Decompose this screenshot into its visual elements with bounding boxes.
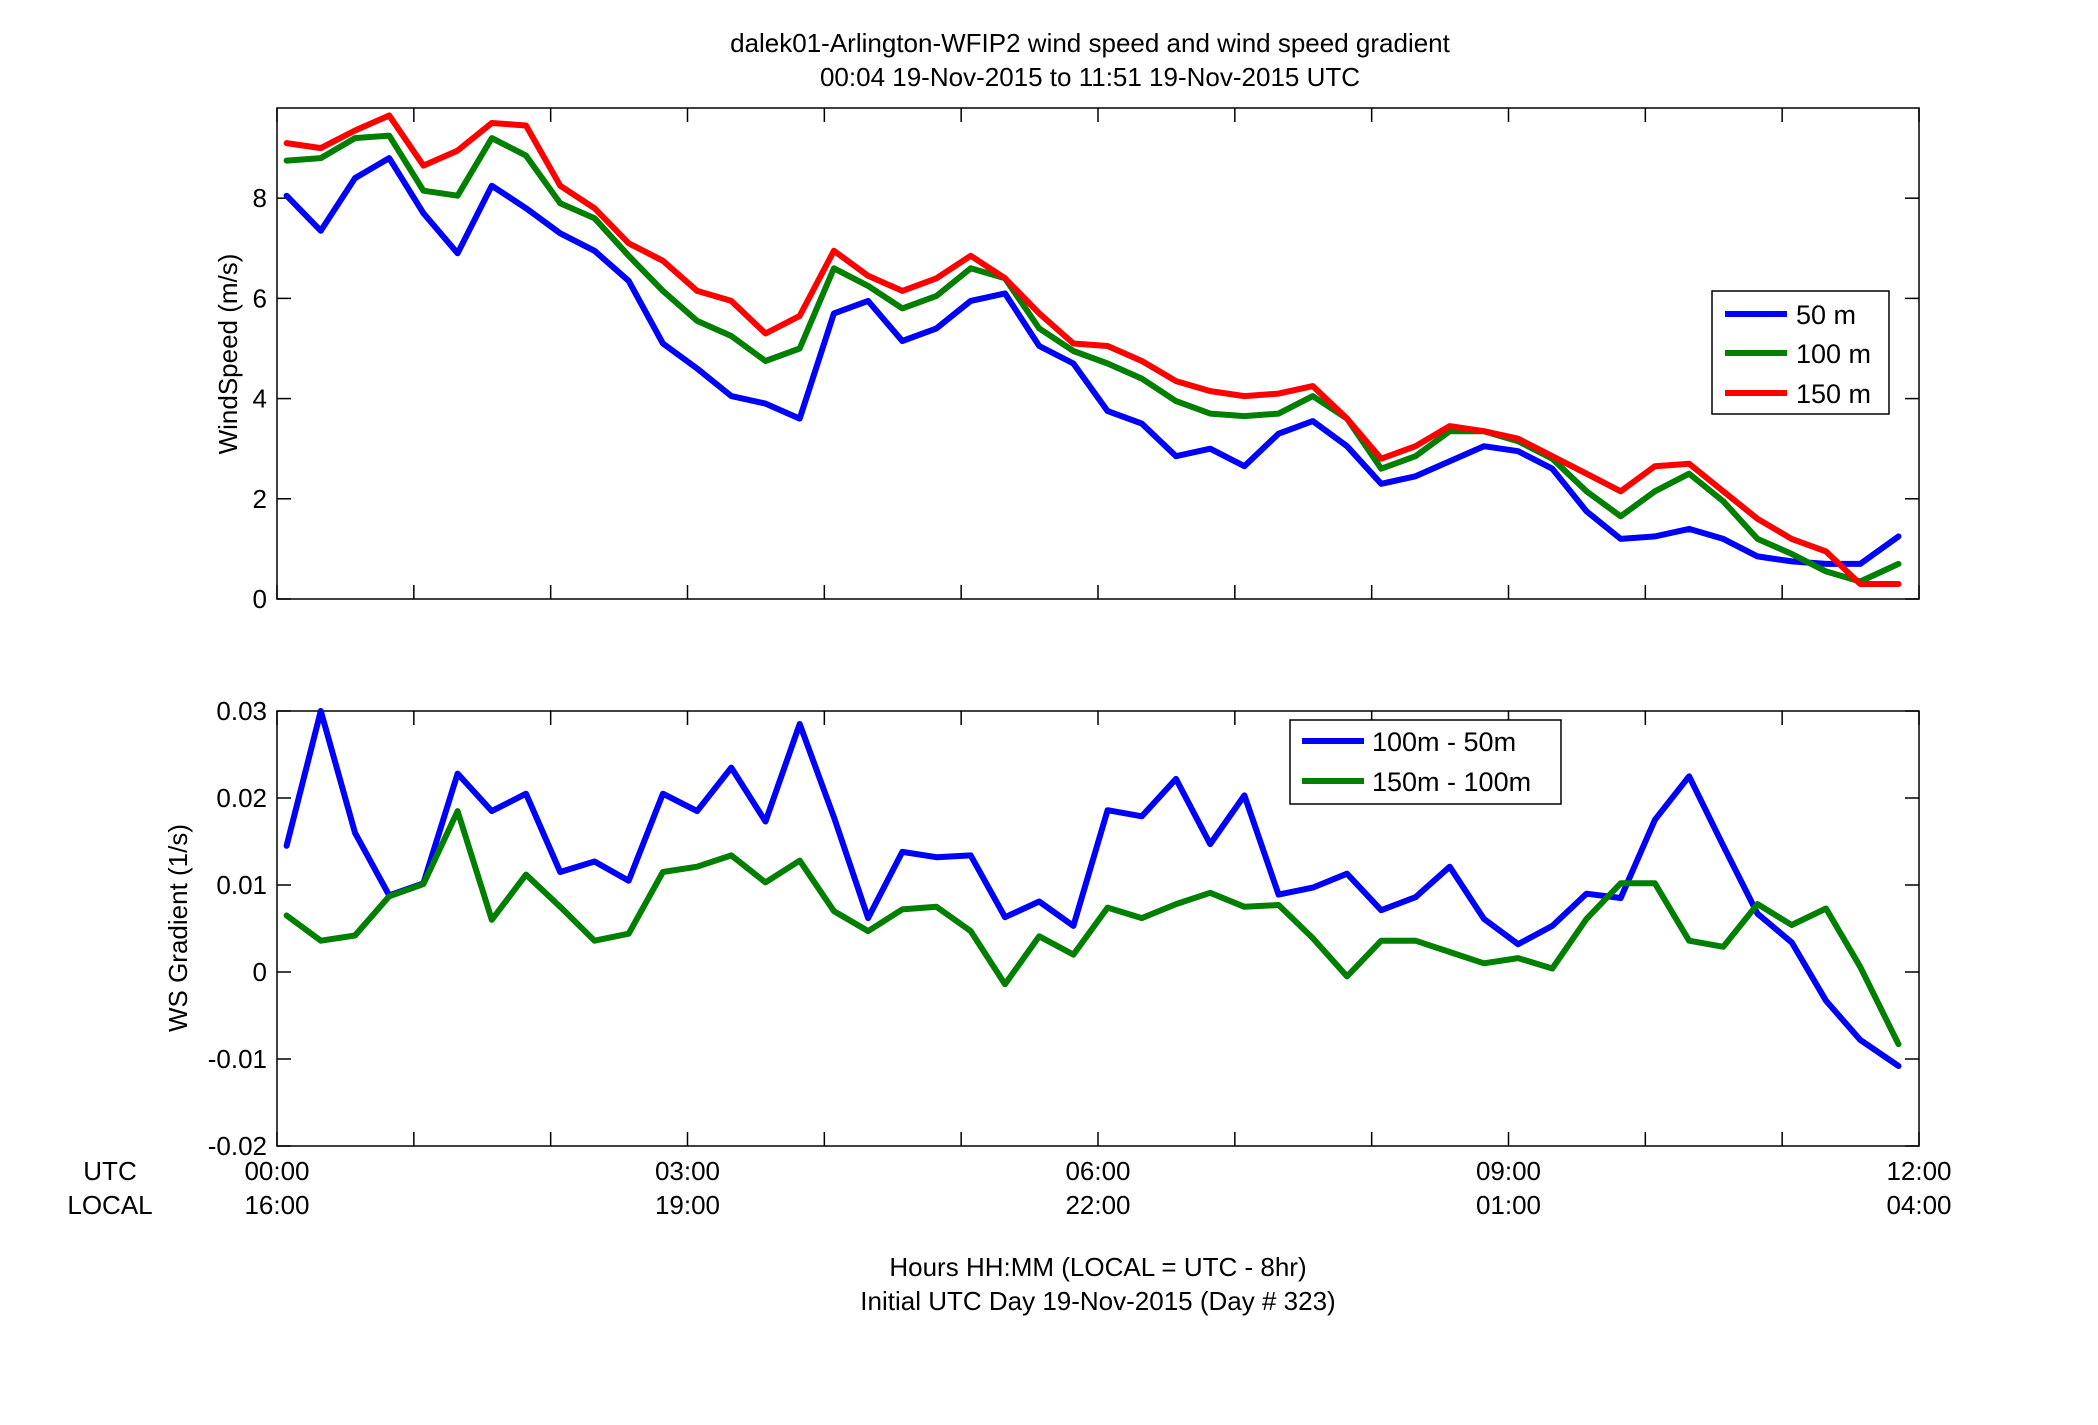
legend-label-100m: 100 m (1796, 339, 1871, 369)
legend-label-50m: 50 m (1796, 300, 1856, 330)
y-tick-label: 0 (253, 957, 267, 987)
y-tick-label: 0.01 (216, 870, 267, 900)
legend-label-150m-100m: 150m - 100m (1372, 767, 1531, 797)
y-tick-label: -0.01 (208, 1044, 267, 1074)
wind-speed-legend: 50 m 100 m 150 m (1711, 290, 1890, 415)
chart-title-line-2: 00:04 19-Nov-2015 to 11:51 19-Nov-2015 U… (820, 62, 1360, 92)
x-tick-label-utc: 06:00 (1065, 1156, 1130, 1186)
ws-gradient-y-axis-label: WS Gradient (1/s) (163, 824, 193, 1032)
ws-gradient-panel: WS Gradient (1/s) -0.02 -0.01 0 0.01 0.02 0.0… (163, 696, 1920, 1161)
y-tick-label: -0.02 (208, 1131, 267, 1161)
legend-label-150m: 150 m (1796, 379, 1871, 409)
x-axis-label-line-2: Initial UTC Day 19-Nov-2015 (Day # 323) (860, 1286, 1335, 1316)
x-tick-label-local: 19:00 (655, 1190, 720, 1220)
x-axis-label-line-1: Hours HH:MM (LOCAL = UTC - 8hr) (889, 1252, 1306, 1282)
y-tick-label: 0 (253, 584, 267, 614)
ws-gradient-legend: 100m - 50m 150m - 100m (1289, 719, 1562, 805)
x-tick-label-utc: 03:00 (655, 1156, 720, 1186)
legend-label-100m-50m: 100m - 50m (1372, 727, 1516, 757)
wind-speed-panel: WindSpeed (m/s) 0 2 4 6 8 (213, 107, 1920, 614)
x-tick-label-utc: 09:00 (1476, 1156, 1541, 1186)
y-tick-label: 0.03 (216, 696, 267, 726)
y-tick-label: 8 (253, 183, 267, 213)
x-tick-label-local: 22:00 (1065, 1190, 1130, 1220)
x-tick-label-local: 16:00 (244, 1190, 309, 1220)
wind-speed-line-150m (283, 112, 1902, 587)
x-tick-label-utc: 12:00 (1886, 1156, 1951, 1186)
x-tick-label-utc: 00:00 (244, 1156, 309, 1186)
chart-title-line-1: dalek01-Arlington-WFIP2 wind speed and w… (730, 28, 1451, 58)
y-tick-label: 0.02 (216, 783, 267, 813)
y-tick-label: 4 (253, 384, 267, 414)
x-axis-tick-labels: 00:00 16:00 03:00 19:00 06:00 22:00 09:00 01:00… (244, 1156, 1951, 1220)
wind-speed-y-axis-label: WindSpeed (m/s) (213, 254, 243, 455)
y-tick-label: 2 (253, 484, 267, 514)
x-tick-label-local: 04:00 (1886, 1190, 1951, 1220)
x-tick-label-local: 01:00 (1476, 1190, 1541, 1220)
ws-gradient-line-150m-100m (283, 808, 1902, 1048)
y-tick-label: 6 (253, 283, 267, 313)
wind-speed-line-50m (283, 155, 1902, 567)
x-axis-row-label-local: LOCAL (67, 1190, 152, 1220)
x-axis-row-label-utc: UTC (83, 1156, 136, 1186)
wind-speed-line-100m (283, 132, 1902, 585)
